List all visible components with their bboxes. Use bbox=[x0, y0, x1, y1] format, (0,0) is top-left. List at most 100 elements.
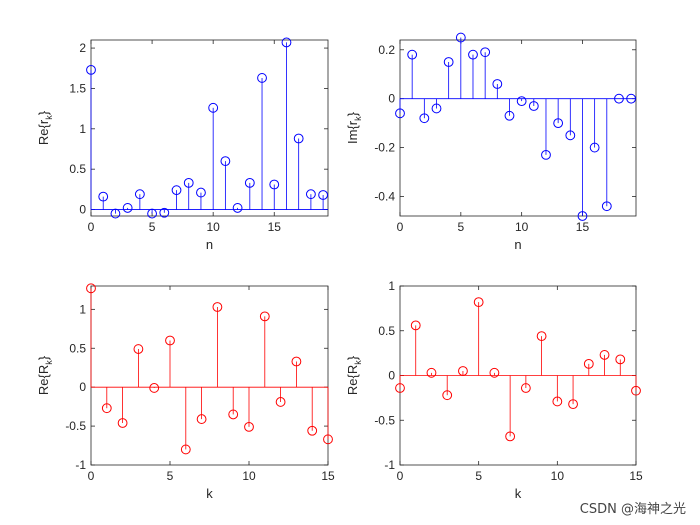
stem-marker bbox=[473, 297, 484, 308]
x-tick-label: 0 bbox=[397, 469, 404, 483]
y-tick-label: 1 bbox=[79, 302, 86, 316]
stem-marker bbox=[626, 93, 637, 104]
x-tick-label: 5 bbox=[149, 220, 156, 234]
x-tick-label: 0 bbox=[88, 220, 95, 234]
stem-marker bbox=[147, 208, 157, 219]
x-tick-label: 5 bbox=[475, 469, 482, 483]
stem-marker bbox=[318, 190, 329, 200]
stem-marker bbox=[536, 331, 547, 342]
axes-box bbox=[399, 39, 637, 217]
stem-marker bbox=[589, 142, 600, 153]
stem-marker bbox=[134, 189, 145, 200]
stem-marker bbox=[117, 418, 128, 428]
stem-marker bbox=[419, 113, 430, 124]
stem-marker bbox=[528, 101, 539, 111]
y-axis-label: Re{Rk} bbox=[36, 355, 54, 395]
subplot-3: 0 5 10 15 -1 -0.5 0 0.5 1 k Re{Rk} bbox=[36, 283, 335, 501]
stem-marker bbox=[541, 149, 551, 160]
y-axis-label: Re{rk} bbox=[36, 110, 54, 145]
stem-marker bbox=[269, 179, 280, 190]
stem-marker bbox=[516, 96, 527, 107]
stem-marker bbox=[480, 47, 491, 58]
stem-marker bbox=[583, 358, 594, 369]
y-tick-label: 0.2 bbox=[378, 43, 395, 57]
stem-marker bbox=[259, 311, 270, 322]
stem-marker bbox=[180, 444, 191, 455]
y-tick-label: 1 bbox=[79, 122, 86, 136]
stem-marker bbox=[220, 156, 231, 167]
stem-marker bbox=[291, 356, 302, 367]
y-tick-label: 0 bbox=[388, 92, 395, 106]
stem-marker bbox=[599, 350, 610, 360]
stem-marker bbox=[443, 57, 454, 67]
stem-marker bbox=[614, 93, 624, 104]
stem-marker bbox=[122, 203, 133, 213]
x-tick-label: 5 bbox=[457, 220, 464, 234]
stem-marker bbox=[110, 208, 121, 219]
x-tick-label: 0 bbox=[88, 469, 95, 483]
stem-marker bbox=[565, 130, 576, 141]
stem-marker bbox=[208, 102, 219, 113]
stem-marker bbox=[196, 414, 207, 424]
y-tick-label: -0.2 bbox=[374, 141, 395, 155]
stem-marker bbox=[601, 201, 612, 212]
x-tick-label: 10 bbox=[206, 220, 220, 234]
y-tick-label: 1.5 bbox=[69, 81, 86, 95]
y-axis-label: Re{Rk} bbox=[345, 355, 363, 395]
x-tick-label: 15 bbox=[268, 220, 282, 234]
y-tick-label: -1 bbox=[384, 458, 395, 472]
subplot-4: 0 5 10 15 -1 -0.5 0 0.5 1 k Re{Rk} bbox=[345, 279, 643, 501]
stem-marker bbox=[183, 177, 194, 188]
stem-marker bbox=[631, 385, 641, 396]
x-tick-label: 10 bbox=[515, 220, 529, 234]
stem-marker bbox=[257, 73, 267, 83]
stem-marker bbox=[293, 133, 304, 144]
y-tick-label: 1 bbox=[388, 279, 395, 293]
stem-marker bbox=[455, 32, 466, 43]
stem-marker bbox=[86, 283, 96, 294]
stem-marker bbox=[615, 354, 626, 365]
stem-marker bbox=[492, 79, 503, 89]
y-tick-label: 2 bbox=[79, 41, 86, 55]
y-axis-label: Im{rk} bbox=[345, 111, 363, 144]
x-axis-label: n bbox=[514, 237, 521, 252]
stem-marker bbox=[196, 187, 206, 198]
stem-marker bbox=[395, 383, 405, 393]
stem-marker bbox=[133, 344, 144, 354]
stem-marker bbox=[426, 367, 437, 378]
stem-marker bbox=[244, 177, 255, 188]
stem-marker bbox=[305, 189, 316, 200]
y-tick-label: 0 bbox=[79, 203, 86, 217]
stem-marker bbox=[165, 335, 175, 346]
stem-marker bbox=[228, 409, 239, 420]
stem-marker bbox=[307, 425, 318, 436]
watermark: CSDN @海神之光 bbox=[579, 502, 686, 517]
stem-marker bbox=[149, 383, 160, 393]
axes-box bbox=[90, 285, 329, 466]
stem-marker bbox=[552, 396, 563, 407]
axes-box bbox=[90, 39, 329, 217]
stem-marker bbox=[281, 37, 292, 48]
stem-marker bbox=[568, 399, 578, 410]
stem-marker bbox=[407, 49, 418, 60]
stem-marker bbox=[275, 397, 286, 407]
x-axis-label: k bbox=[206, 486, 213, 501]
stem-marker bbox=[212, 302, 223, 312]
y-tick-label: -0.4 bbox=[374, 189, 395, 203]
y-tick-label: 0.5 bbox=[378, 324, 395, 338]
stem-marker bbox=[505, 431, 516, 442]
x-tick-label: 5 bbox=[167, 469, 174, 483]
stem-marker bbox=[171, 185, 182, 196]
y-tick-label: -0.5 bbox=[65, 419, 86, 433]
y-tick-label: 0.5 bbox=[69, 162, 86, 176]
y-tick-label: -1 bbox=[75, 458, 86, 472]
stem-marker bbox=[431, 103, 442, 114]
y-tick-label: 0 bbox=[388, 369, 395, 383]
stem-marker bbox=[86, 64, 96, 75]
x-tick-label: 15 bbox=[321, 469, 335, 483]
subplot-2: 0 5 10 15 -0.4 -0.2 0 0.2 n Im{rk} bbox=[345, 32, 637, 252]
stem-marker bbox=[159, 207, 170, 218]
y-tick-label: 0.5 bbox=[69, 341, 86, 355]
stem-marker bbox=[468, 49, 478, 60]
